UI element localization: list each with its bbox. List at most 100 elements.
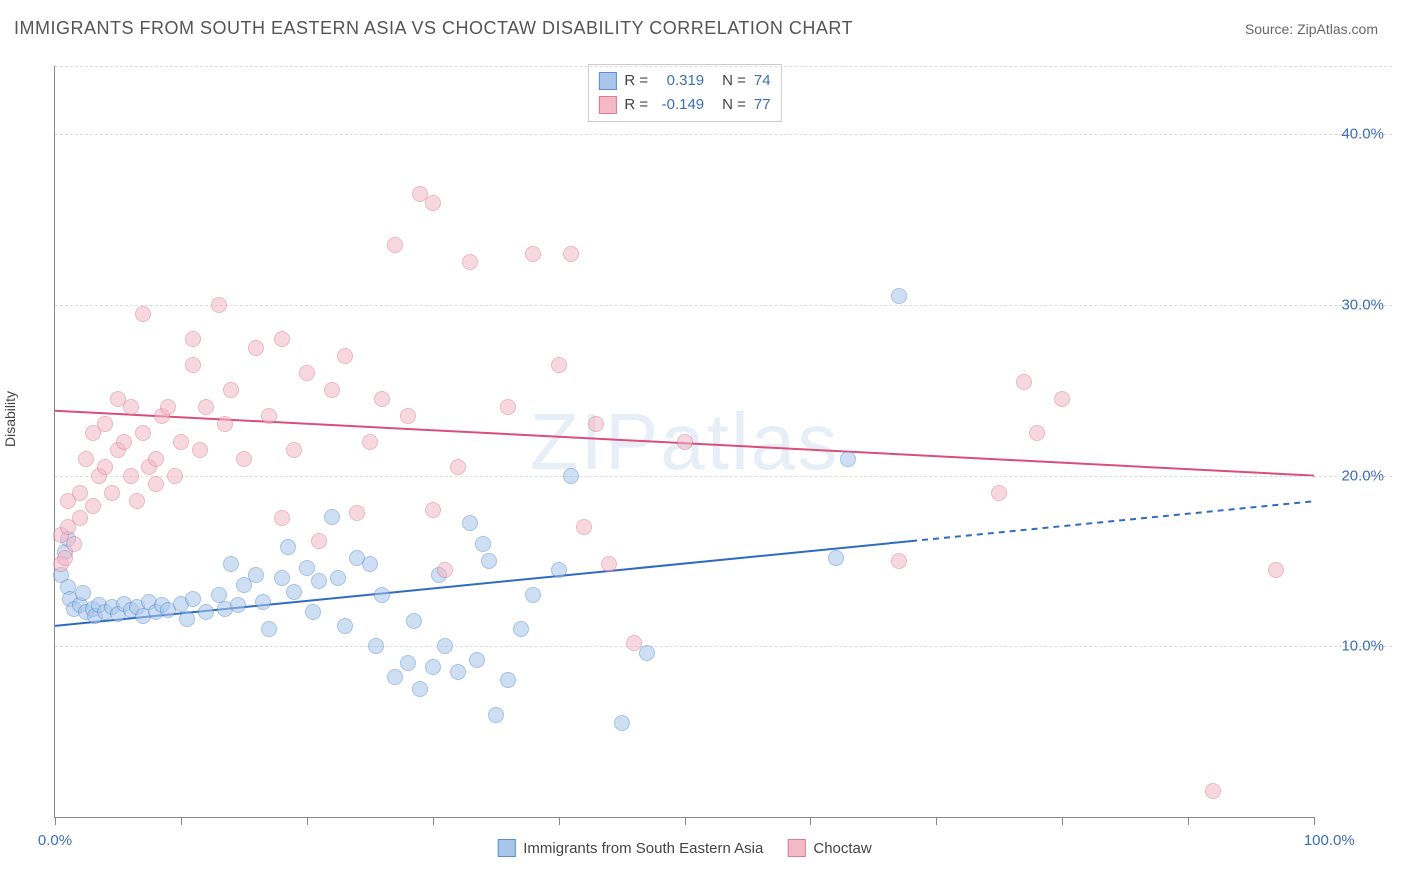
data-point xyxy=(425,195,441,211)
data-point xyxy=(261,621,277,637)
data-point xyxy=(311,573,327,589)
data-point xyxy=(97,459,113,475)
x-tick-label: 0.0% xyxy=(38,832,72,849)
chart-container: Disability ZIPatlas R =0.319N =74R =-0.1… xyxy=(14,56,1392,862)
data-point xyxy=(525,246,541,262)
data-point xyxy=(223,382,239,398)
series-name: Choctaw xyxy=(813,840,871,857)
y-axis-label: Disability xyxy=(2,391,18,447)
gridline xyxy=(55,66,1392,67)
data-point xyxy=(462,254,478,270)
data-point xyxy=(513,621,529,637)
data-point xyxy=(230,597,246,613)
data-point xyxy=(78,451,94,467)
x-tick xyxy=(810,817,811,825)
data-point xyxy=(437,562,453,578)
data-point xyxy=(248,567,264,583)
data-point xyxy=(57,550,73,566)
data-point xyxy=(173,434,189,450)
legend-r-label: R = xyxy=(624,93,648,117)
data-point xyxy=(217,416,233,432)
data-point xyxy=(362,434,378,450)
data-point xyxy=(198,604,214,620)
legend-r-value: -0.149 xyxy=(656,93,704,117)
data-point xyxy=(387,669,403,685)
x-tick xyxy=(1188,817,1189,825)
data-point xyxy=(626,635,642,651)
data-point xyxy=(400,655,416,671)
data-point xyxy=(437,638,453,654)
data-point xyxy=(135,306,151,322)
data-point xyxy=(563,468,579,484)
data-point xyxy=(462,515,478,531)
data-point xyxy=(412,681,428,697)
x-tick-label: 100.0% xyxy=(1304,832,1355,849)
legend-swatch xyxy=(598,96,616,114)
data-point xyxy=(148,476,164,492)
data-point xyxy=(450,664,466,680)
legend-n-value: 77 xyxy=(754,93,771,117)
data-point xyxy=(576,519,592,535)
data-point xyxy=(469,652,485,668)
data-point xyxy=(828,550,844,566)
data-point xyxy=(425,502,441,518)
x-tick xyxy=(433,817,434,825)
data-point xyxy=(198,399,214,415)
legend-n-label: N = xyxy=(722,69,746,93)
data-point xyxy=(400,408,416,424)
data-point xyxy=(299,365,315,381)
data-point xyxy=(135,425,151,441)
gridline xyxy=(55,476,1392,477)
data-point xyxy=(324,382,340,398)
trend-line-dashed xyxy=(911,501,1314,541)
data-point xyxy=(450,459,466,475)
data-point xyxy=(991,485,1007,501)
data-point xyxy=(601,556,617,572)
data-point xyxy=(488,707,504,723)
data-point xyxy=(248,340,264,356)
data-point xyxy=(639,645,655,661)
data-point xyxy=(123,468,139,484)
gridline xyxy=(55,305,1392,306)
data-point xyxy=(236,451,252,467)
y-tick-label: 20.0% xyxy=(1341,467,1384,484)
data-point xyxy=(337,348,353,364)
legend-r-value: 0.319 xyxy=(656,69,704,93)
x-tick xyxy=(181,817,182,825)
gridline xyxy=(55,646,1392,647)
data-point xyxy=(72,510,88,526)
data-point xyxy=(185,331,201,347)
data-point xyxy=(677,434,693,450)
legend-swatch xyxy=(787,839,805,857)
data-point xyxy=(1029,425,1045,441)
chart-source: Source: ZipAtlas.com xyxy=(1245,21,1378,37)
data-point xyxy=(481,553,497,569)
x-tick xyxy=(55,817,56,825)
data-point xyxy=(330,570,346,586)
data-point xyxy=(374,587,390,603)
data-point xyxy=(525,587,541,603)
data-point xyxy=(286,442,302,458)
legend-swatch xyxy=(497,839,515,857)
data-point xyxy=(891,553,907,569)
data-point xyxy=(1016,374,1032,390)
data-point xyxy=(305,604,321,620)
y-tick-label: 10.0% xyxy=(1341,638,1384,655)
legend-n-value: 74 xyxy=(754,69,771,93)
data-point xyxy=(274,510,290,526)
data-point xyxy=(85,498,101,514)
x-tick xyxy=(559,817,560,825)
legend-n-label: N = xyxy=(722,93,746,117)
data-point xyxy=(104,485,120,501)
data-point xyxy=(286,584,302,600)
data-point xyxy=(75,585,91,601)
x-tick xyxy=(1062,817,1063,825)
data-point xyxy=(72,485,88,501)
legend-r-label: R = xyxy=(624,69,648,93)
x-tick xyxy=(1314,817,1315,825)
data-point xyxy=(588,416,604,432)
data-point xyxy=(223,556,239,572)
series-name: Immigrants from South Eastern Asia xyxy=(523,840,763,857)
data-point xyxy=(1205,783,1221,799)
data-point xyxy=(299,560,315,576)
